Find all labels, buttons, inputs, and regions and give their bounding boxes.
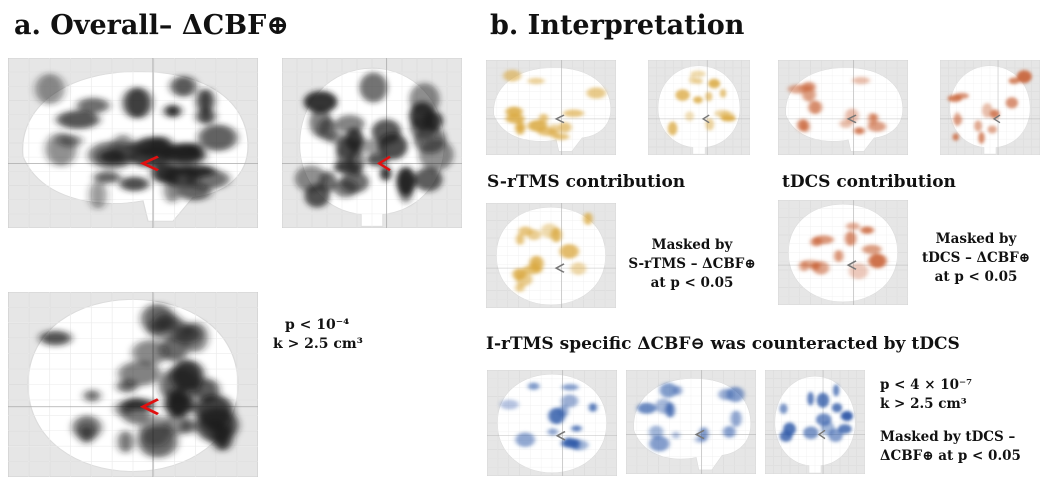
srtms-mask-line3: at p < 0.05 [650, 275, 734, 291]
tdcs-contribution-heading: tDCS contribution [782, 172, 956, 192]
irtms-axial-glass-brain [487, 370, 617, 476]
srtms-coronal-glass-brain [648, 60, 750, 155]
tdcs-mask-line1: Masked by [935, 231, 1017, 247]
irtms-threshold: p < 4 × 10⁻⁷ k > 2.5 cm³ [880, 376, 972, 414]
irtms-mask-line1: Masked by tDCS – [880, 429, 1016, 445]
tdcs-coronal-glass-brain [940, 60, 1040, 155]
irtms-coronal-glass-brain [765, 370, 865, 474]
glass-brain-figure [626, 370, 756, 474]
overall-threshold: p < 10⁻⁴ k > 2.5 cm³ [273, 316, 363, 354]
glass-brain-figure [940, 60, 1040, 155]
overall-threshold-p: p < 10⁻⁴ [285, 317, 350, 333]
glass-brain-figure [486, 203, 616, 308]
glass-brain-figure [8, 58, 258, 228]
irtms-threshold-p: p < 4 × 10⁻⁷ [880, 377, 973, 393]
glass-brain-figure [486, 60, 616, 155]
glass-brain-figure [778, 60, 908, 155]
panel-a-title: a. Overall– ΔCBF⊕ [14, 10, 289, 41]
tdcs-mask-line3: at p < 0.05 [934, 269, 1018, 285]
overall-threshold-k: k > 2.5 cm³ [273, 336, 363, 352]
glass-brain-figure [648, 60, 750, 155]
panel-b-title: b. Interpretation [490, 10, 745, 41]
overall-sagittal-glass-brain [8, 58, 258, 228]
glass-brain-figure [282, 58, 462, 228]
glass-brain-figure [8, 292, 258, 477]
irtms-heading: I-rTMS specific ΔCBF⊖ was counteracted b… [486, 334, 960, 354]
glass-brain-figure [778, 200, 908, 305]
tdcs-sagittal-glass-brain [778, 60, 908, 155]
srtms-axial-glass-brain [486, 203, 616, 308]
irtms-threshold-k: k > 2.5 cm³ [880, 396, 967, 412]
glass-brain-figure [487, 370, 617, 476]
overall-axial-glass-brain [8, 292, 258, 477]
srtms-sagittal-glass-brain [486, 60, 616, 155]
overall-coronal-glass-brain [282, 58, 462, 228]
irtms-sagittal-glass-brain [626, 370, 756, 474]
glass-brain-figure [765, 370, 865, 474]
irtms-mask-line2: ΔCBF⊕ at p < 0.05 [880, 448, 1021, 464]
tdcs-mask-line2: tDCS – ΔCBF⊕ [921, 250, 1031, 266]
srtms-mask-note: Masked by S-rTMS – ΔCBF⊕ at p < 0.05 [622, 236, 762, 293]
tdcs-mask-note: Masked by tDCS – ΔCBF⊕ at p < 0.05 [910, 230, 1042, 287]
irtms-mask-note: Masked by tDCS – ΔCBF⊕ at p < 0.05 [880, 428, 1021, 466]
tdcs-axial-glass-brain [778, 200, 908, 305]
srtms-mask-line2: S-rTMS – ΔCBF⊕ [628, 256, 756, 272]
srtms-contribution-heading: S-rTMS contribution [487, 172, 686, 192]
srtms-mask-line1: Masked by [651, 237, 733, 253]
